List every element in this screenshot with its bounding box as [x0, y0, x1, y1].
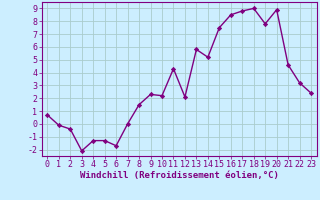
X-axis label: Windchill (Refroidissement éolien,°C): Windchill (Refroidissement éolien,°C): [80, 171, 279, 180]
